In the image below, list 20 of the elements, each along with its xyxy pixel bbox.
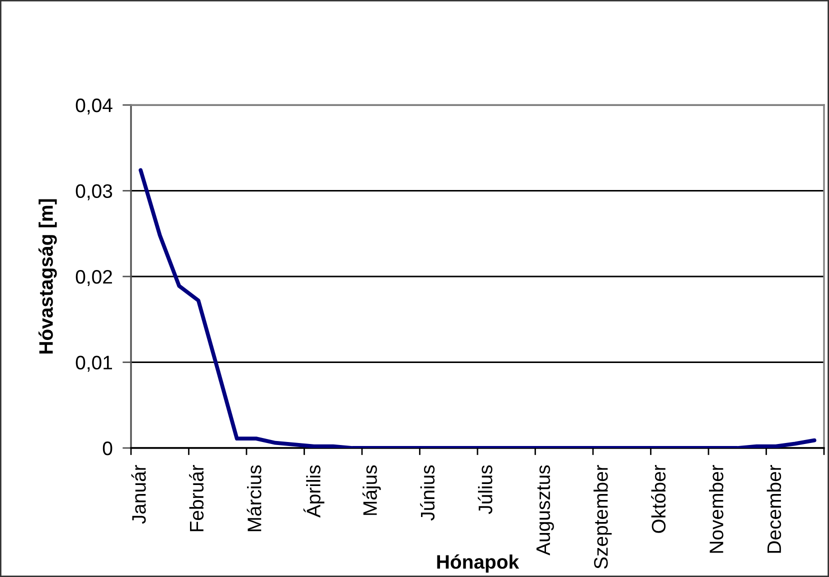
y-tick-label: 0,04 — [76, 98, 112, 115]
x-tick-label: Február — [189, 464, 204, 532]
x-tick-label: Április — [303, 465, 324, 518]
x-tick-label: Július — [478, 465, 492, 514]
x-tick-label: Március — [246, 465, 262, 532]
x-tick-label: Június — [420, 465, 435, 521]
y-tick-label: 0,01 — [76, 356, 112, 372]
x-tick-label: Szeptember — [594, 464, 612, 569]
x-tick-label: November — [709, 464, 724, 553]
x-tick-label: Október — [651, 464, 666, 533]
x-tick-label: Augusztus — [536, 465, 554, 556]
y-tick-label: 0,03 — [76, 184, 112, 200]
x-tick-label: Május — [362, 465, 381, 515]
y-axis-title: Hóvastagság [m] — [38, 199, 57, 354]
x-axis-title: Hónapok — [437, 554, 520, 573]
line-series — [138, 168, 816, 448]
x-tick-label: Január — [131, 464, 146, 524]
y-tick-label: 0 — [102, 441, 112, 456]
y-tick-label: 0,02 — [76, 270, 112, 286]
x-tick-label: December — [766, 464, 782, 553]
